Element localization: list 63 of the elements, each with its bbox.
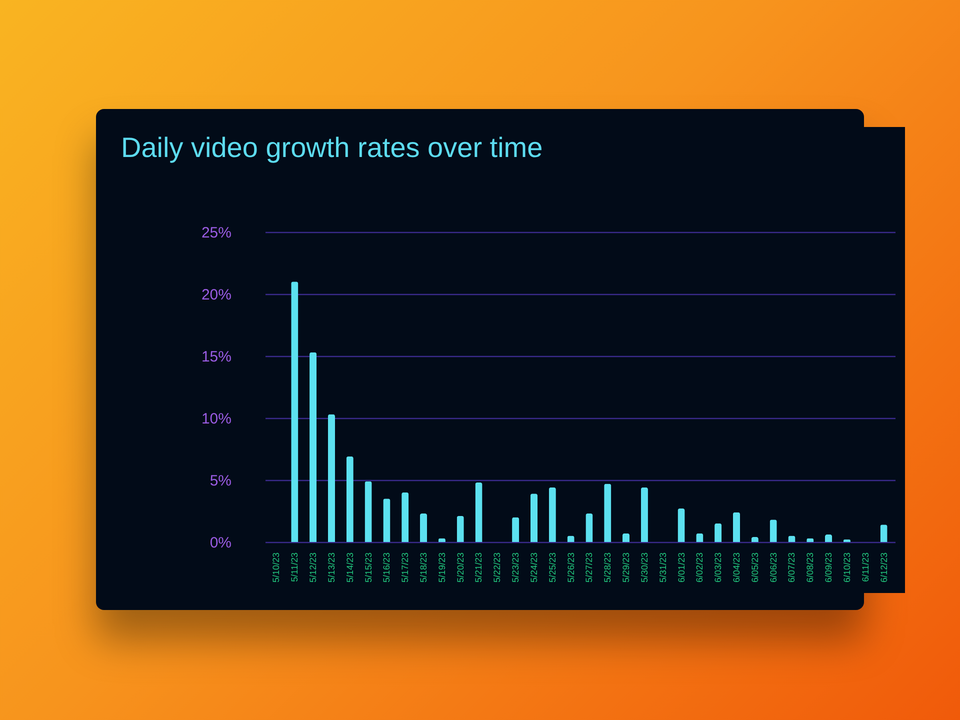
bar [420, 513, 428, 542]
x-tick-label: 5/31/23 [658, 552, 668, 583]
x-tick-label: 5/24/23 [528, 552, 539, 583]
x-tick-label: 5/10/23 [271, 552, 282, 583]
chart-title: Daily video growth rates over time [120, 132, 543, 163]
x-tick-label: 5/20/23 [455, 552, 466, 583]
x-tick-label: 5/15/23 [363, 552, 374, 583]
x-tick-label: 5/11/23 [290, 552, 300, 582]
x-tick-label: 6/06/23 [768, 552, 778, 583]
bar [383, 498, 390, 542]
x-tick-label: 5/16/23 [382, 552, 392, 583]
bar [586, 513, 593, 542]
x-tick-label: 6/12/23 [878, 552, 889, 583]
x-tick-label: 6/11/23 [860, 552, 870, 582]
x-tick-label: 6/08/23 [805, 552, 816, 583]
bar [456, 516, 464, 542]
bar [770, 520, 777, 542]
x-tick-label: 5/22/23 [492, 552, 502, 583]
x-tick-label: 5/30/23 [639, 552, 650, 583]
x-tick-label: 5/28/23 [602, 552, 613, 583]
x-tick-label: 6/01/23 [676, 552, 686, 583]
x-tick-label: 5/26/23 [566, 552, 576, 583]
y-tick-label: 10% [201, 410, 232, 428]
bar [328, 414, 335, 542]
x-tick-label: 5/19/23 [436, 552, 447, 583]
bar [402, 492, 409, 542]
x-tick-label: 5/14/23 [344, 552, 355, 583]
x-tick-label: 5/23/23 [510, 552, 521, 583]
x-tick-label: 5/29/23 [621, 552, 632, 583]
bar [548, 487, 556, 542]
x-tick-label: 5/18/23 [418, 552, 429, 583]
x-tick-label: 5/25/23 [547, 552, 558, 583]
bar [714, 523, 722, 542]
y-tick-label: 15% [201, 348, 232, 366]
x-tick-label: 6/05/23 [750, 552, 760, 583]
bar [475, 482, 482, 542]
y-tick-label: 0% [210, 534, 232, 552]
bar [364, 481, 372, 542]
x-tick-label: 5/27/23 [584, 552, 594, 583]
bar [825, 534, 832, 542]
bar [678, 508, 685, 542]
x-tick-label: 6/09/23 [824, 552, 834, 583]
bar [640, 487, 648, 542]
x-tick-label: 5/13/23 [326, 552, 336, 583]
bar [512, 517, 520, 542]
x-tick-label: 6/02/23 [694, 552, 705, 583]
bar [346, 456, 354, 542]
y-tick-label: 5% [210, 472, 232, 490]
x-tick-label: 5/17/23 [400, 552, 410, 583]
x-tick-label: 6/04/23 [731, 552, 742, 583]
y-tick-label: 20% [201, 286, 232, 304]
bar [291, 282, 298, 542]
x-tick-label: 6/03/23 [713, 552, 724, 583]
bar [622, 533, 630, 542]
x-tick-label: 6/10/23 [842, 552, 852, 583]
bar [732, 512, 740, 542]
bar [530, 494, 538, 542]
bar [310, 352, 317, 542]
bar [604, 484, 612, 542]
x-tick-label: 5/12/23 [308, 552, 318, 583]
x-tick-label: 5/21/23 [474, 552, 484, 583]
y-tick-label: 25% [201, 224, 232, 242]
x-tick-label: 6/07/23 [786, 552, 797, 583]
